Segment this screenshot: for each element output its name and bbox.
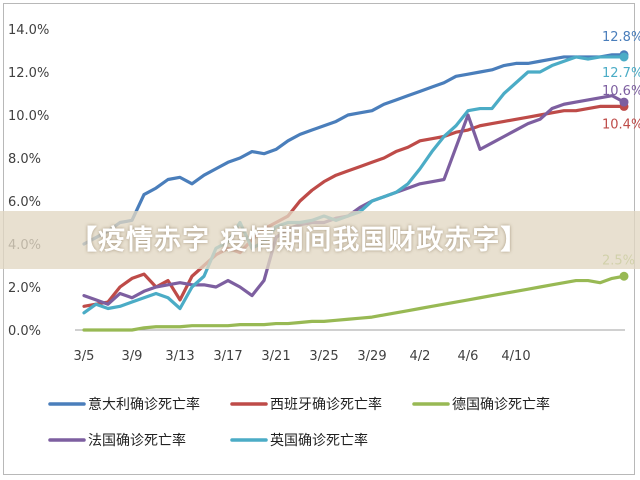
series-end-label: 12.7%	[602, 66, 640, 81]
legend-label: 德国确诊死亡率	[452, 396, 550, 413]
x-tick-label: 3/29	[357, 349, 386, 364]
x-tick-label: 4/10	[501, 349, 530, 364]
series-end-label: 10.4%	[602, 117, 640, 132]
legend-label: 西班牙确诊死亡率	[270, 396, 382, 413]
legend-label: 法国确诊死亡率	[88, 432, 186, 449]
series-end-point	[619, 97, 629, 107]
y-tick-label: 14.0%	[8, 23, 49, 38]
y-tick-label: 10.0%	[8, 109, 49, 124]
series-line	[82, 53, 626, 246]
x-tick-label: 3/9	[122, 349, 143, 364]
watermark-banner	[0, 211, 640, 269]
x-tick-label: 4/6	[458, 349, 479, 364]
y-tick-label: 8.0%	[8, 152, 41, 167]
series-line	[82, 104, 626, 308]
watermark-banner-text: 【疫情赤字 疫情期间我国财政赤字】	[70, 225, 529, 256]
x-tick-label: 3/13	[165, 349, 194, 364]
y-tick-label: 2.0%	[8, 281, 41, 296]
y-tick-label: 0.0%	[8, 324, 41, 339]
legend-label: 英国确诊死亡率	[270, 432, 368, 449]
series-line	[82, 94, 626, 306]
y-tick-label: 12.0%	[8, 66, 49, 81]
x-tick-label: 4/2	[410, 349, 431, 364]
series-end-label: 10.6%	[602, 84, 640, 99]
x-tick-label: 3/21	[261, 349, 290, 364]
series-end-label: 12.8%	[602, 30, 640, 45]
series-line	[82, 55, 626, 315]
x-tick-label: 3/5	[74, 349, 95, 364]
series-end-point	[619, 271, 629, 281]
legend-label: 意大利确诊死亡率	[88, 396, 200, 413]
x-tick-label: 3/25	[309, 349, 338, 364]
x-tick-label: 3/17	[213, 349, 242, 364]
series-line	[82, 274, 626, 332]
series-end-point	[619, 52, 629, 62]
y-tick-label: 6.0%	[8, 195, 41, 210]
